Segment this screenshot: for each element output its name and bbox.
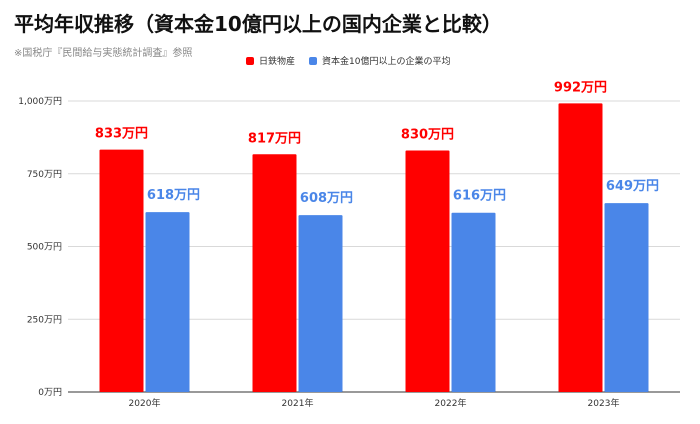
y-tick-label: 1,000万円 (18, 96, 62, 107)
chart-subtitle: ※国税庁『民間給与実態統計調査』参照 (14, 48, 193, 59)
bar-nittetsu (252, 154, 297, 392)
bar-nittetsu (99, 149, 144, 392)
legend-label-nittetsu: 日鉄物産 (259, 57, 296, 67)
legend: 日鉄物産 資本金10億円以上の企業の平均 (246, 54, 464, 67)
data-label: 830万円 (401, 127, 454, 142)
x-tick-label: 2022年 (435, 397, 467, 409)
data-label: 649万円 (606, 179, 659, 194)
bar-average (298, 215, 343, 392)
data-label: 833万円 (95, 127, 148, 142)
legend-swatch-average (309, 56, 318, 65)
x-tick-label: 2023年 (588, 397, 620, 409)
bar-average (145, 212, 190, 392)
legend-item-nittetsu: 日鉄物産 (246, 54, 295, 67)
data-label: 992万円 (554, 80, 607, 95)
bar-nittetsu (558, 103, 603, 392)
x-tick-label: 2020年 (129, 397, 161, 409)
bar-average (451, 212, 496, 392)
legend-label-average: 資本金10億円以上の企業の平均 (322, 57, 451, 67)
bar-nittetsu (405, 150, 450, 392)
bar-average (604, 203, 649, 392)
y-tick-label: 500万円 (27, 242, 62, 253)
chart-title: 平均年収推移（資本金10億円以上の国内企業と比較） (14, 12, 502, 36)
data-label: 618万円 (147, 188, 200, 203)
data-label: 817万円 (248, 131, 301, 146)
y-tick-label: 250万円 (27, 314, 62, 325)
y-tick-label: 750万円 (27, 169, 62, 180)
legend-swatch-nittetsu (246, 56, 254, 65)
y-tick-label: 0万円 (38, 387, 62, 398)
legend-item-average: 資本金10億円以上の企業の平均 (309, 54, 450, 67)
x-tick-label: 2021年 (282, 397, 314, 409)
data-label: 616万円 (453, 189, 506, 204)
data-label: 608万円 (300, 191, 353, 206)
